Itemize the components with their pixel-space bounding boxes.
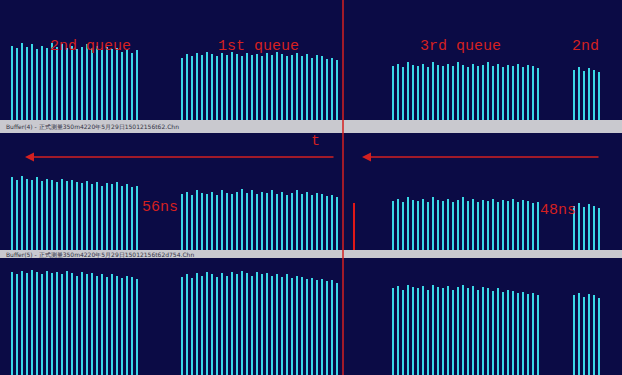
svg-text:2nd: 2nd [572, 38, 599, 55]
svg-text:3rd queue: 3rd queue [420, 38, 501, 55]
svg-text:48ns: 48ns [540, 202, 576, 219]
svg-text:t: t [311, 133, 320, 150]
svg-text:56ns: 56ns [142, 199, 178, 216]
svg-text:2nd queue: 2nd queue [50, 38, 131, 55]
svg-text:Buffer(4) - 正式测量350m4220年5月29日: Buffer(4) - 正式测量350m4220年5月29日15012156t6… [6, 123, 179, 130]
svg-text:1st queue: 1st queue [218, 38, 299, 55]
svg-text:Buffer(5) - 正式测量350m4220年5月29日: Buffer(5) - 正式测量350m4220年5月29日15012156t6… [6, 251, 194, 258]
